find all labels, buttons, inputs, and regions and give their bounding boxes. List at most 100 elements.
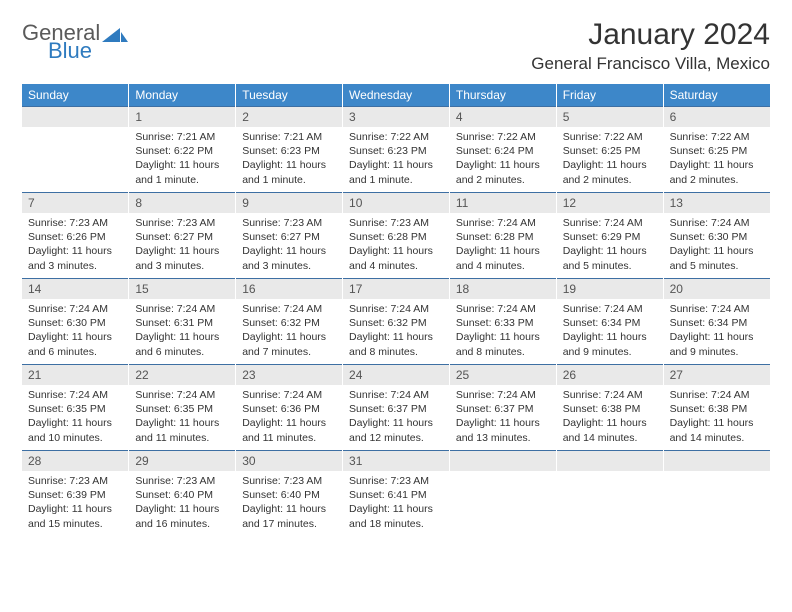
day-data-line: and 4 minutes.	[456, 259, 550, 273]
day-number: 3	[343, 106, 449, 127]
day-number: 23	[236, 364, 342, 385]
day-data-line: Daylight: 11 hours	[242, 244, 336, 258]
day-data: Sunrise: 7:22 AMSunset: 6:23 PMDaylight:…	[343, 127, 449, 190]
calendar-cell: 21Sunrise: 7:24 AMSunset: 6:35 PMDayligh…	[22, 364, 129, 450]
day-data-line: Daylight: 11 hours	[135, 416, 229, 430]
day-data-line: Sunrise: 7:22 AM	[349, 130, 443, 144]
day-data-line: and 5 minutes.	[670, 259, 764, 273]
weekday-header: Saturday	[663, 84, 770, 106]
day-data-line: Daylight: 11 hours	[349, 330, 443, 344]
day-data-line: Daylight: 11 hours	[456, 158, 550, 172]
day-data-line: Daylight: 11 hours	[456, 330, 550, 344]
day-number: 18	[450, 278, 556, 299]
day-data-line: and 4 minutes.	[349, 259, 443, 273]
day-data-line: Sunset: 6:34 PM	[563, 316, 657, 330]
day-data-line: Sunrise: 7:24 AM	[456, 216, 550, 230]
title-block: January 2024 General Francisco Villa, Me…	[531, 18, 770, 74]
day-data-line: and 3 minutes.	[242, 259, 336, 273]
day-data: Sunrise: 7:22 AMSunset: 6:25 PMDaylight:…	[557, 127, 663, 190]
day-number	[664, 450, 770, 471]
calendar-cell: 1Sunrise: 7:21 AMSunset: 6:22 PMDaylight…	[129, 106, 236, 192]
day-data-line: Daylight: 11 hours	[456, 244, 550, 258]
calendar-cell: 4Sunrise: 7:22 AMSunset: 6:24 PMDaylight…	[449, 106, 556, 192]
weekday-header: Tuesday	[236, 84, 343, 106]
day-data-line: and 3 minutes.	[28, 259, 122, 273]
day-data-line: Daylight: 11 hours	[349, 244, 443, 258]
day-data-line: Sunrise: 7:24 AM	[670, 216, 764, 230]
day-data-line: and 7 minutes.	[242, 345, 336, 359]
day-data: Sunrise: 7:23 AMSunset: 6:26 PMDaylight:…	[22, 213, 128, 276]
day-number: 13	[664, 192, 770, 213]
day-data: Sunrise: 7:22 AMSunset: 6:24 PMDaylight:…	[450, 127, 556, 190]
day-data-line: and 16 minutes.	[135, 517, 229, 531]
day-data-line: and 10 minutes.	[28, 431, 122, 445]
day-data: Sunrise: 7:21 AMSunset: 6:22 PMDaylight:…	[129, 127, 235, 190]
day-number: 25	[450, 364, 556, 385]
day-data-line: and 17 minutes.	[242, 517, 336, 531]
day-data: Sunrise: 7:24 AMSunset: 6:32 PMDaylight:…	[236, 299, 342, 362]
day-data-line: Sunrise: 7:24 AM	[349, 302, 443, 316]
day-number: 16	[236, 278, 342, 299]
day-data-line: Sunset: 6:34 PM	[670, 316, 764, 330]
day-data-line: Sunset: 6:37 PM	[349, 402, 443, 416]
calendar-cell: 12Sunrise: 7:24 AMSunset: 6:29 PMDayligh…	[556, 192, 663, 278]
day-data-line: Daylight: 11 hours	[349, 416, 443, 430]
day-data-line: Sunset: 6:26 PM	[28, 230, 122, 244]
calendar-cell: 5Sunrise: 7:22 AMSunset: 6:25 PMDaylight…	[556, 106, 663, 192]
day-data-line: and 2 minutes.	[670, 173, 764, 187]
day-data-line: Sunset: 6:36 PM	[242, 402, 336, 416]
day-data-line: and 11 minutes.	[242, 431, 336, 445]
calendar-cell: 20Sunrise: 7:24 AMSunset: 6:34 PMDayligh…	[663, 278, 770, 364]
day-data-line: and 2 minutes.	[563, 173, 657, 187]
day-data: Sunrise: 7:24 AMSunset: 6:30 PMDaylight:…	[664, 213, 770, 276]
day-data-line: Sunrise: 7:22 AM	[563, 130, 657, 144]
day-number: 26	[557, 364, 663, 385]
calendar-cell	[663, 450, 770, 536]
day-number: 15	[129, 278, 235, 299]
day-data-line: and 1 minute.	[242, 173, 336, 187]
day-data-line: Sunrise: 7:24 AM	[563, 388, 657, 402]
day-data-line: Daylight: 11 hours	[349, 158, 443, 172]
calendar-cell: 6Sunrise: 7:22 AMSunset: 6:25 PMDaylight…	[663, 106, 770, 192]
day-data-line: Daylight: 11 hours	[135, 330, 229, 344]
day-data: Sunrise: 7:22 AMSunset: 6:25 PMDaylight:…	[664, 127, 770, 190]
day-data-line: Sunrise: 7:23 AM	[349, 216, 443, 230]
day-number: 11	[450, 192, 556, 213]
day-data-line: Daylight: 11 hours	[670, 416, 764, 430]
calendar-cell: 7Sunrise: 7:23 AMSunset: 6:26 PMDaylight…	[22, 192, 129, 278]
day-data-line: and 8 minutes.	[349, 345, 443, 359]
calendar-cell: 8Sunrise: 7:23 AMSunset: 6:27 PMDaylight…	[129, 192, 236, 278]
day-data-line: Daylight: 11 hours	[28, 416, 122, 430]
calendar-cell: 22Sunrise: 7:24 AMSunset: 6:35 PMDayligh…	[129, 364, 236, 450]
day-data: Sunrise: 7:23 AMSunset: 6:40 PMDaylight:…	[236, 471, 342, 534]
day-data-line: Sunrise: 7:23 AM	[242, 474, 336, 488]
day-data: Sunrise: 7:24 AMSunset: 6:32 PMDaylight:…	[343, 299, 449, 362]
day-data-line: Sunrise: 7:23 AM	[349, 474, 443, 488]
day-data: Sunrise: 7:23 AMSunset: 6:39 PMDaylight:…	[22, 471, 128, 534]
brand-blue: Blue	[48, 40, 128, 62]
day-data-line: Sunrise: 7:22 AM	[670, 130, 764, 144]
day-data-line: Sunrise: 7:21 AM	[135, 130, 229, 144]
day-data: Sunrise: 7:24 AMSunset: 6:38 PMDaylight:…	[664, 385, 770, 448]
day-data: Sunrise: 7:23 AMSunset: 6:40 PMDaylight:…	[129, 471, 235, 534]
day-number: 1	[129, 106, 235, 127]
day-data-line: Sunrise: 7:24 AM	[563, 302, 657, 316]
calendar-cell: 14Sunrise: 7:24 AMSunset: 6:30 PMDayligh…	[22, 278, 129, 364]
calendar-cell: 10Sunrise: 7:23 AMSunset: 6:28 PMDayligh…	[343, 192, 450, 278]
calendar-cell: 17Sunrise: 7:24 AMSunset: 6:32 PMDayligh…	[343, 278, 450, 364]
calendar-week-row: 1Sunrise: 7:21 AMSunset: 6:22 PMDaylight…	[22, 106, 770, 192]
calendar-cell: 30Sunrise: 7:23 AMSunset: 6:40 PMDayligh…	[236, 450, 343, 536]
day-number: 31	[343, 450, 449, 471]
day-data: Sunrise: 7:23 AMSunset: 6:27 PMDaylight:…	[236, 213, 342, 276]
calendar-cell: 2Sunrise: 7:21 AMSunset: 6:23 PMDaylight…	[236, 106, 343, 192]
calendar-cell: 13Sunrise: 7:24 AMSunset: 6:30 PMDayligh…	[663, 192, 770, 278]
day-data-line: Sunset: 6:23 PM	[242, 144, 336, 158]
day-data-line: Daylight: 11 hours	[670, 330, 764, 344]
day-data-line: Daylight: 11 hours	[242, 158, 336, 172]
calendar-week-row: 14Sunrise: 7:24 AMSunset: 6:30 PMDayligh…	[22, 278, 770, 364]
day-data-line: and 14 minutes.	[670, 431, 764, 445]
day-data: Sunrise: 7:24 AMSunset: 6:38 PMDaylight:…	[557, 385, 663, 448]
day-data-line: Sunset: 6:38 PM	[563, 402, 657, 416]
day-data-line: Sunrise: 7:23 AM	[28, 474, 122, 488]
day-data-line: and 8 minutes.	[456, 345, 550, 359]
